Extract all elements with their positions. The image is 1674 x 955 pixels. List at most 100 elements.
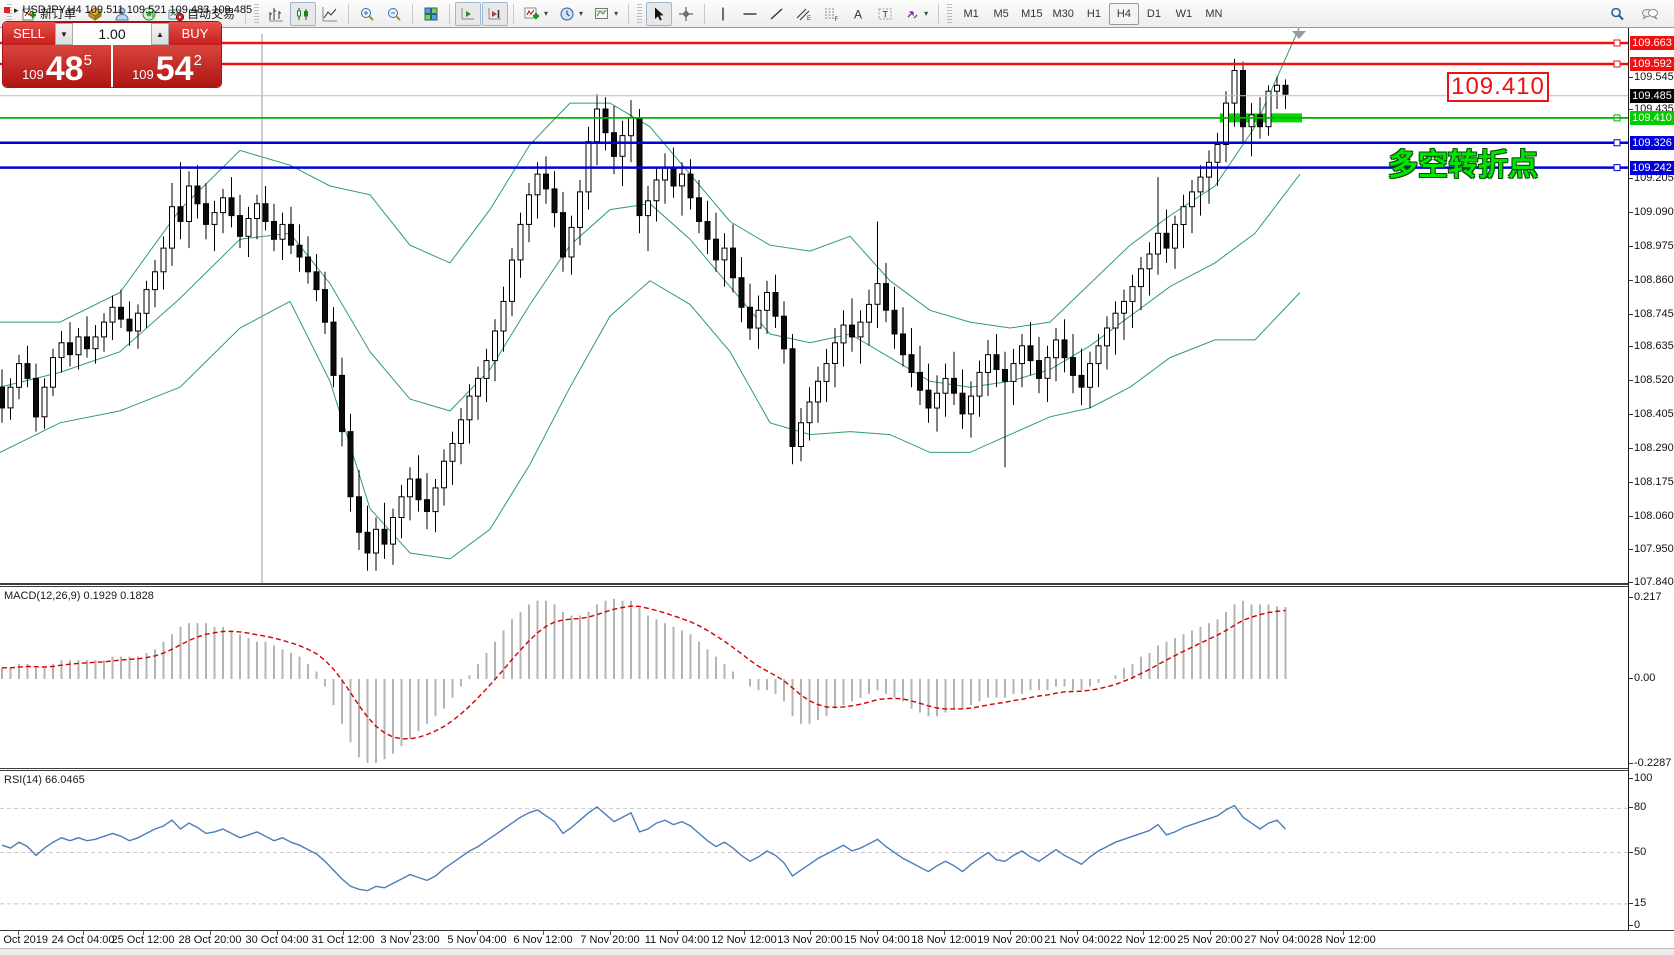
volume-up-button[interactable]: ▲ <box>151 23 169 45</box>
auto-scroll-button[interactable] <box>455 1 482 26</box>
tf-m15-button[interactable]: M15 <box>1021 7 1043 20</box>
one-click-trading-panel: SELL ▼ ▲ BUY 109 48 5 109 54 2 <box>3 22 221 87</box>
rsi-pane[interactable]: RSI(14) 66.0465 <box>0 771 1628 930</box>
hline-anchor[interactable] <box>1613 139 1621 147</box>
templates-button[interactable]: ▾ <box>589 2 623 26</box>
zoom-in-button[interactable] <box>354 2 380 26</box>
date-tick <box>1143 931 1144 935</box>
axis-tick-label: 108.060 <box>1629 510 1674 523</box>
fibonacci-button[interactable]: F <box>818 2 844 26</box>
templates-icon <box>594 6 610 22</box>
volume-input[interactable] <box>73 23 151 45</box>
pane-separator-rsi[interactable] <box>0 767 1674 771</box>
sell-button[interactable]: SELL <box>3 22 55 45</box>
autotrading-button[interactable]: 自动交易 <box>163 2 240 26</box>
sell-price-display[interactable]: 109 48 5 <box>3 45 111 87</box>
date-label: 13 Nov 20:00 <box>777 934 843 946</box>
buy-price-big: 54 <box>155 50 194 87</box>
date-label: 3 Nov 23:00 <box>380 934 440 946</box>
macd-chart-svg <box>1 598 1287 763</box>
main-toolbar: 新订单 自动交易 ▾ ▾ ▾ E F A T ▾ <box>0 0 1674 28</box>
equidistant-channel-button[interactable]: E <box>791 2 817 26</box>
date-label: 18 Nov 12:00 <box>911 934 977 946</box>
chat-icon <box>1641 6 1659 22</box>
axis-tick-label: 15 <box>1628 896 1647 909</box>
new-order-icon <box>21 6 37 22</box>
macd-pane[interactable]: MACD(12,26,9) 0.1929 0.1828 <box>0 587 1628 768</box>
price-axis[interactable]: 109.545 109.435 109.205 109.090 108.975 108.8… <box>1628 28 1674 931</box>
cursor-button[interactable] <box>646 1 673 26</box>
tf-mn-button[interactable]: MN <box>1205 7 1223 20</box>
date-tick <box>210 931 211 935</box>
chart-shift-button[interactable] <box>482 1 509 26</box>
tf-h4-button[interactable]: H4 <box>1108 2 1139 25</box>
bar-chart-button[interactable] <box>263 2 289 26</box>
date-tick <box>18 931 19 935</box>
date-label: 5 Nov 04:00 <box>447 934 507 946</box>
tf-h1-button[interactable]: H1 <box>1086 7 1101 20</box>
chart-shift-marker-icon[interactable] <box>1292 31 1306 39</box>
trendline-button[interactable] <box>764 2 790 26</box>
indicators-button[interactable]: ▾ <box>519 2 553 26</box>
community-button[interactable] <box>109 2 135 26</box>
price-chart-pane[interactable] <box>0 28 1628 585</box>
axis-tick-label: 108.175 <box>1629 476 1674 489</box>
hline-anchor[interactable] <box>1613 39 1621 47</box>
fibonacci-icon: F <box>823 6 839 22</box>
date-tick <box>477 931 478 935</box>
market-button[interactable] <box>82 2 108 26</box>
line-chart-icon <box>322 6 338 22</box>
periods-caret-icon: ▾ <box>579 9 584 18</box>
hline-anchor[interactable] <box>1613 164 1621 172</box>
tf-m5-button[interactable]: M5 <box>993 7 1009 20</box>
tf-m30-button[interactable]: M30 <box>1052 7 1074 20</box>
axis-tick-label: 108.860 <box>1629 273 1674 286</box>
tile-windows-button[interactable] <box>418 2 444 26</box>
axis-tick-label: 80 <box>1628 801 1647 814</box>
chat-button[interactable] <box>1636 2 1664 26</box>
pane-separator-macd[interactable] <box>0 583 1674 587</box>
candlestick-chart-button[interactable] <box>290 1 317 26</box>
date-label: 22 Oct 2019 <box>0 934 48 946</box>
axis-tick-label: 50 <box>1628 845 1647 858</box>
axis-tick-label: 109.090 <box>1629 205 1674 218</box>
hline-anchor[interactable] <box>1613 60 1621 68</box>
symbol-triangle-icon: ▸ <box>14 4 19 15</box>
volume-down-button[interactable]: ▼ <box>55 23 73 45</box>
text-button[interactable]: A <box>845 2 871 26</box>
tf-m1-button[interactable]: M1 <box>963 7 979 20</box>
price-level-callout[interactable]: 109.410 <box>1447 72 1549 102</box>
signals-button[interactable] <box>136 2 162 26</box>
vertical-line-button[interactable] <box>710 2 736 26</box>
zoom-out-button[interactable] <box>381 2 407 26</box>
horizontal-line-icon <box>742 6 758 22</box>
arrows-button[interactable]: ▾ <box>899 2 933 26</box>
signals-icon <box>141 6 157 22</box>
crosshair-button[interactable] <box>673 2 699 26</box>
auto-scroll-icon <box>460 6 476 22</box>
date-label: 21 Nov 04:00 <box>1044 934 1110 946</box>
price-badge: 109.485 <box>1630 88 1674 103</box>
arrows-icon <box>904 6 920 22</box>
axis-tick-label: 108.975 <box>1629 239 1674 252</box>
date-tick <box>877 931 878 935</box>
line-chart-button[interactable] <box>317 2 343 26</box>
date-label: 27 Nov 04:00 <box>1244 934 1310 946</box>
buy-button[interactable]: BUY <box>169 22 221 45</box>
buy-price-display[interactable]: 109 54 2 <box>113 45 221 87</box>
toolbar-grip <box>7 3 12 24</box>
date-label: 6 Nov 12:00 <box>513 934 573 946</box>
new-order-button[interactable]: 新订单 <box>16 2 81 26</box>
axis-tick-label: 0.00 <box>1628 672 1656 684</box>
window-bottom-edge <box>0 948 1674 955</box>
tf-d1-button[interactable]: D1 <box>1146 7 1161 20</box>
market-icon <box>87 6 103 22</box>
periods-button[interactable]: ▾ <box>554 2 588 26</box>
horizontal-line-button[interactable] <box>737 2 763 26</box>
tf-w1-button[interactable]: W1 <box>1175 7 1193 20</box>
date-label: 11 Nov 04:00 <box>644 934 710 946</box>
search-icon <box>1609 6 1625 22</box>
search-button[interactable] <box>1604 2 1630 26</box>
text-label-button[interactable]: T <box>872 2 898 26</box>
